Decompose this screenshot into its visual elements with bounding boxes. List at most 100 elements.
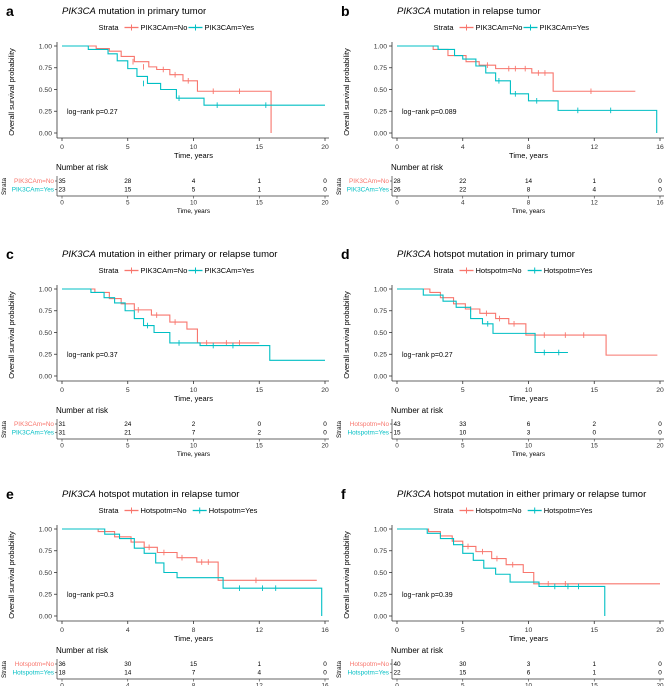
legend: Strata PIK3CAm=No PIK3CAm=Yes <box>433 23 589 32</box>
y-tick-label: 0.00 <box>39 613 52 620</box>
risk-x-tick-label: 5 <box>461 683 465 686</box>
title-gene: PIK3CA <box>397 6 431 17</box>
y-tick-label: 0.00 <box>374 613 387 620</box>
risk-count: 21 <box>124 430 132 437</box>
risk-x-tick-label: 10 <box>190 443 198 450</box>
y-tick-label: 0.25 <box>374 109 387 116</box>
title-rest: mutation in either primary or relapse tu… <box>96 249 278 260</box>
risk-count: 1 <box>592 661 596 668</box>
risk-count: 28 <box>393 178 401 185</box>
x-tick-label: 8 <box>527 144 531 151</box>
risk-row-label: Hotspotm=Yes <box>347 430 389 437</box>
legend-label-yes: Hotspotm=Yes <box>544 266 593 275</box>
y-tick-label: 0.25 <box>39 592 52 599</box>
risk-count: 0 <box>658 187 662 194</box>
y-tick-label: 0.75 <box>39 548 52 555</box>
legend-label-no: Hotspotm=No <box>476 506 522 515</box>
risk-count: 23 <box>58 187 66 194</box>
risk-count: 6 <box>527 421 531 428</box>
risk-x-tick-label: 15 <box>591 683 599 686</box>
risk-count: 15 <box>124 187 132 194</box>
logrank-pvalue: log−rank p=0.37 <box>67 352 118 359</box>
risk-x-tick-label: 10 <box>525 443 533 450</box>
x-tick-label: 15 <box>590 387 598 394</box>
risk-count: 4 <box>192 178 196 185</box>
legend: Strata PIK3CAm=No PIK3CAm=Yes <box>98 266 254 275</box>
x-axis-label: Time, years <box>174 394 213 403</box>
legend-title: Strata <box>433 23 454 32</box>
risk-x-tick-label: 16 <box>656 200 664 207</box>
risk-count: 0 <box>323 430 327 437</box>
panel-title: PIK3CA hotspot mutation in relapse tumor <box>62 489 239 500</box>
risk-count: 0 <box>658 670 662 677</box>
x-axis-label: Time, years <box>174 634 213 643</box>
risk-count: 2 <box>592 421 596 428</box>
y-tick-label: 0.50 <box>39 570 52 577</box>
risk-x-tick-label: 20 <box>321 200 329 207</box>
y-tick-label: 0.50 <box>39 330 52 337</box>
risk-count: 15 <box>393 430 401 437</box>
logrank-pvalue: log−rank p=0.3 <box>67 592 114 599</box>
risk-row-label: Hotspotm=No <box>350 661 390 668</box>
y-tick-label: 0.00 <box>374 373 387 380</box>
x-tick-label: 0 <box>395 387 399 394</box>
legend-title: Strata <box>98 266 119 275</box>
km-curve-yes <box>62 528 323 616</box>
panel-title: PIK3CA mutation in relapse tumor <box>397 6 541 17</box>
risk-count: 31 <box>58 430 66 437</box>
risk-count: 24 <box>124 421 132 428</box>
risk-x-tick-label: 5 <box>461 443 465 450</box>
y-axis-label: Overall survival probability <box>7 531 16 619</box>
x-tick-label: 15 <box>590 627 598 634</box>
risk-count: 31 <box>58 421 66 428</box>
risk-count: 14 <box>124 670 132 677</box>
risk-count: 43 <box>393 421 401 428</box>
y-tick-label: 0.00 <box>374 130 387 137</box>
risk-title: Number at risk <box>56 406 109 415</box>
risk-row-label: PIK3CAm=Yes <box>347 187 389 194</box>
risk-count: 1 <box>592 670 596 677</box>
risk-count: 0 <box>323 187 327 194</box>
x-tick-label: 4 <box>126 627 130 634</box>
risk-count: 4 <box>257 670 261 677</box>
legend-title: Strata <box>98 23 119 32</box>
km-curve-no <box>62 45 272 133</box>
risk-x-tick-label: 12 <box>256 683 264 686</box>
y-axis-label: Overall survival probability <box>342 291 351 379</box>
risk-count: 15 <box>190 661 198 668</box>
legend-label-yes: Hotspotm=Yes <box>209 506 258 515</box>
x-tick-label: 10 <box>525 627 533 634</box>
title-rest: mutation in relapse tumor <box>431 6 541 17</box>
risk-count: 0 <box>658 430 662 437</box>
risk-count: 22 <box>459 178 467 185</box>
panel-title: PIK3CA mutation in either primary or rel… <box>62 249 277 260</box>
legend-label-yes: PIK3CAm=Yes <box>540 23 590 32</box>
legend-label-yes: PIK3CAm=Yes <box>205 266 255 275</box>
x-tick-label: 12 <box>590 144 598 151</box>
risk-strata-label: Strata <box>336 661 343 678</box>
risk-strata-label: Strata <box>336 421 343 438</box>
x-tick-label: 12 <box>255 627 263 634</box>
risk-x-tick-label: 8 <box>527 200 531 207</box>
risk-title: Number at risk <box>391 646 444 655</box>
y-tick-label: 1.00 <box>374 526 387 533</box>
risk-title: Number at risk <box>56 646 109 655</box>
x-axis-label: Time, years <box>509 634 548 643</box>
y-tick-label: 0.25 <box>374 352 387 359</box>
risk-count: 26 <box>393 187 401 194</box>
legend-label-no: Hotspotm=No <box>141 506 187 515</box>
risk-x-tick-label: 4 <box>126 683 130 686</box>
y-tick-label: 1.00 <box>374 286 387 293</box>
panel-title: PIK3CA hotspot mutation in primary tumor <box>397 249 575 260</box>
risk-title: Number at risk <box>391 163 444 172</box>
km-curve-no <box>397 528 660 585</box>
panel-letter: c <box>6 246 14 262</box>
risk-count: 7 <box>192 670 196 677</box>
risk-x-tick-label: 15 <box>256 443 264 450</box>
x-tick-label: 0 <box>60 144 64 151</box>
panel-letter: d <box>341 246 350 262</box>
x-tick-label: 4 <box>461 144 465 151</box>
